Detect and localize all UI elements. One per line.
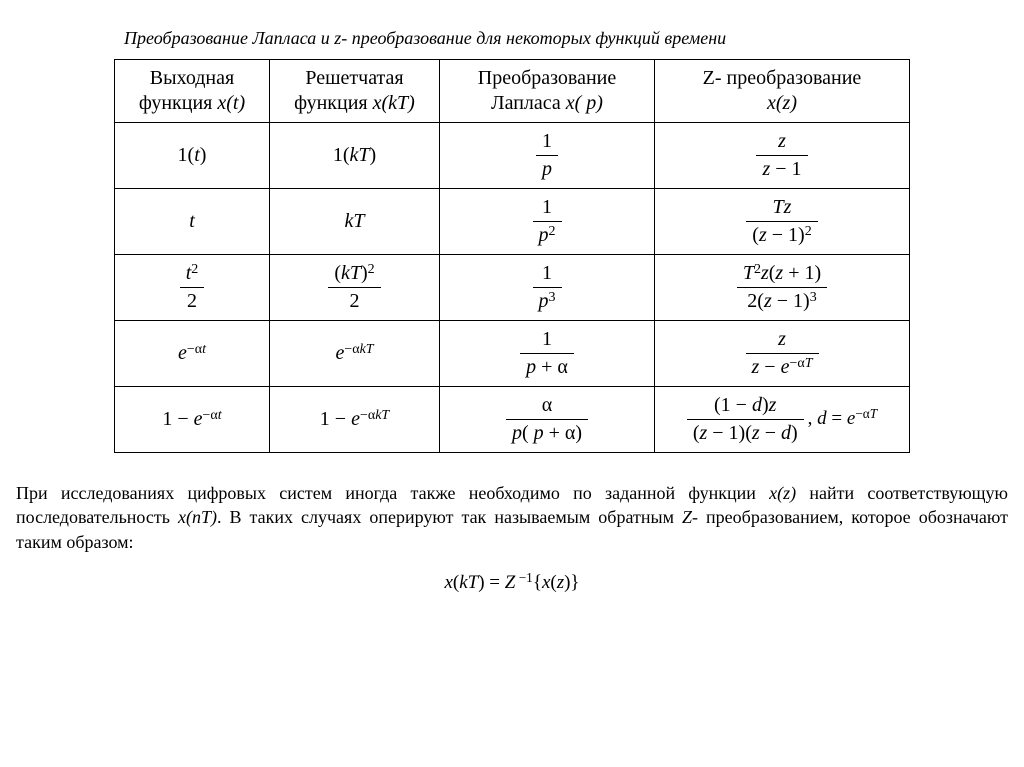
cell: T2z(z + 1)2(z − 1)3	[655, 255, 910, 321]
col-header-lattice: Решетчатая функция x(kT)	[270, 60, 440, 123]
col-header-laplace: Преобразование Лапласа x( p)	[440, 60, 655, 123]
cell: 1(kT)	[270, 123, 440, 189]
cell: 1p	[440, 123, 655, 189]
body-paragraph: При исследованиях цифровых систем иногда…	[16, 481, 1008, 554]
cell: αp( p + α)	[440, 387, 655, 453]
table-row: 1(t) 1(kT) 1p zz − 1	[115, 123, 910, 189]
cell: t	[115, 189, 270, 255]
col-header-output: Выходная функция x(t)	[115, 60, 270, 123]
cell: 1p + α	[440, 321, 655, 387]
cell: 1p2	[440, 189, 655, 255]
cell: 1(t)	[115, 123, 270, 189]
table-row: t22 (kT)22 1p3 T2z(z + 1)2(z − 1)3	[115, 255, 910, 321]
cell: Tz(z − 1)2	[655, 189, 910, 255]
table-header-row: Выходная функция x(t) Решетчатая функция…	[115, 60, 910, 123]
cell: 1 − e−αt	[115, 387, 270, 453]
cell: 1 − e−αkT	[270, 387, 440, 453]
cell: t22	[115, 255, 270, 321]
equation: x(kT) = Z −1{x(z)}	[14, 572, 1010, 594]
cell: (kT)22	[270, 255, 440, 321]
cell: zz − 1	[655, 123, 910, 189]
transform-table: Выходная функция x(t) Решетчатая функция…	[114, 59, 910, 453]
page-title: Преобразование Лапласа и z- преобразован…	[124, 28, 1010, 49]
cell: (1 − d)z(z − 1)(z − d), d = e−αT	[655, 387, 910, 453]
cell: kT	[270, 189, 440, 255]
table-row: t kT 1p2 Tz(z − 1)2	[115, 189, 910, 255]
table-row: e−αt e−αkT 1p + α zz − e−αT	[115, 321, 910, 387]
cell: e−αkT	[270, 321, 440, 387]
cell: zz − e−αT	[655, 321, 910, 387]
cell: 1p3	[440, 255, 655, 321]
table-row: 1 − e−αt 1 − e−αkT αp( p + α) (1 − d)z(z…	[115, 387, 910, 453]
cell: e−αt	[115, 321, 270, 387]
col-header-z: Z- преобразование x(z)	[655, 60, 910, 123]
